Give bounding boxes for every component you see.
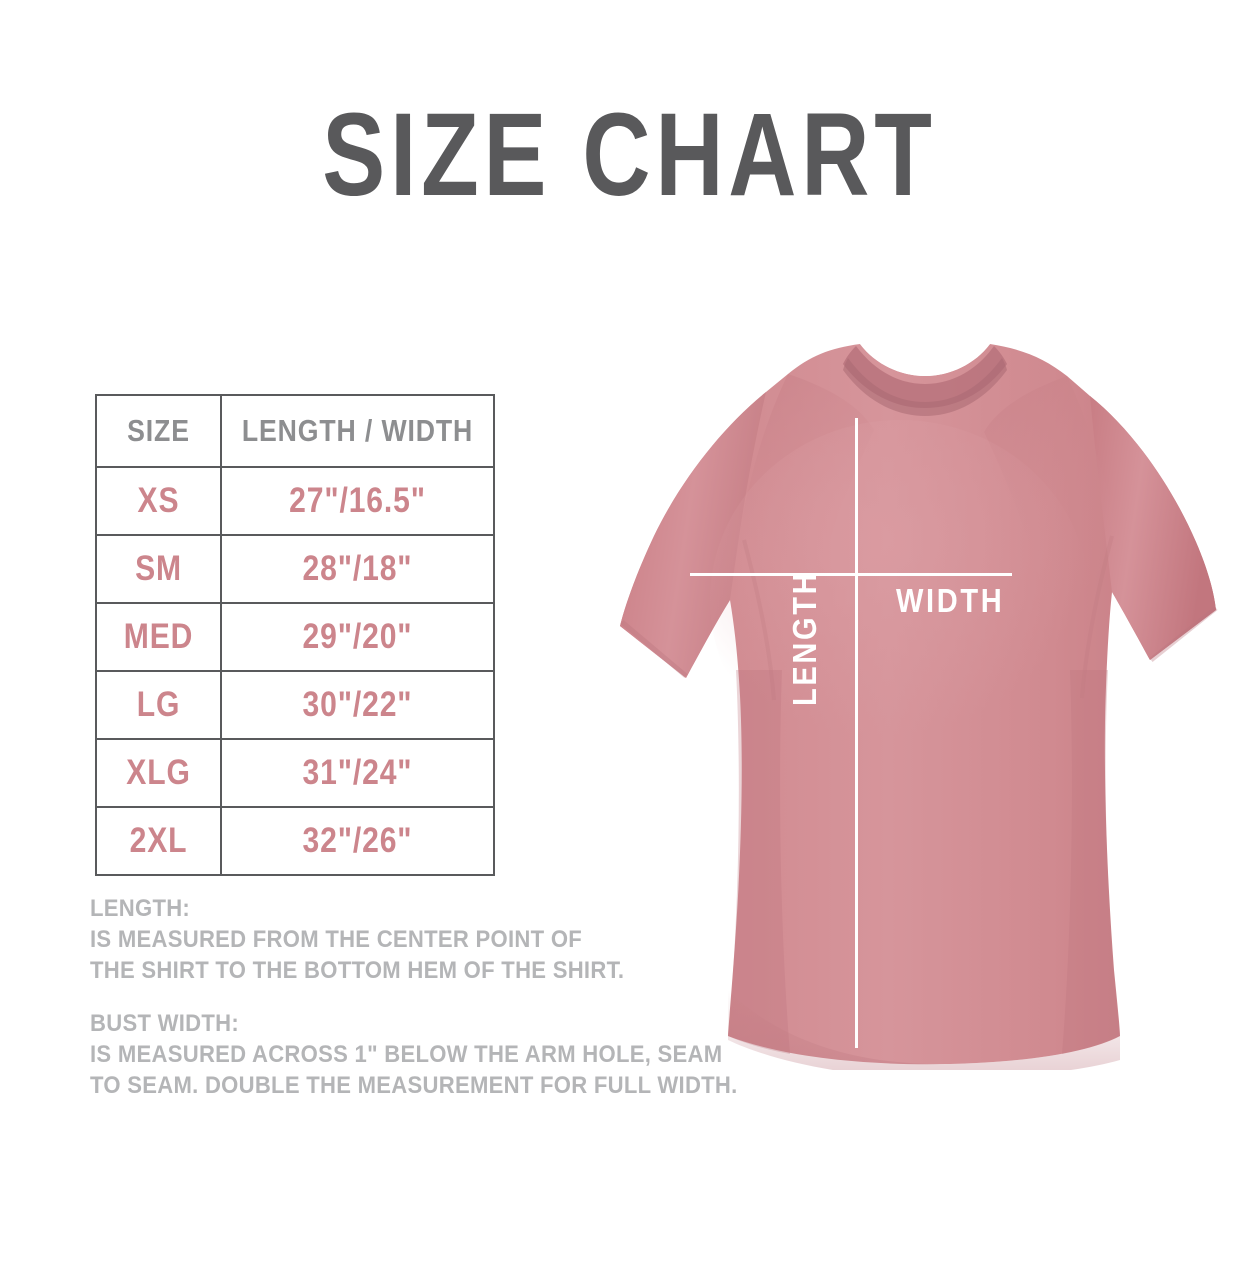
measurement-label: 30"/22" <box>302 685 413 724</box>
size-label: XLG <box>126 753 191 792</box>
size-label: SM <box>135 549 182 588</box>
size-label: 2XL <box>129 821 188 860</box>
measurement-label: 31"/24" <box>302 753 413 792</box>
cell-measurement-xlg: 31"/24" <box>220 738 495 808</box>
cell-size-xlg: XLG <box>95 738 222 808</box>
chest-highlight <box>710 420 1090 780</box>
table-header-row: SIZE LENGTH / WIDTH <box>95 394 495 468</box>
column-header-size-label: SIZE <box>127 413 190 448</box>
table-row: XLG 31"/24" <box>95 738 495 808</box>
width-measure-line <box>690 573 1012 576</box>
note-bust-line1: IS MEASURED ACROSS 1" BELOW THE ARM HOLE… <box>90 1041 723 1068</box>
cell-size-2xl: 2XL <box>95 806 222 876</box>
cell-size-xs: XS <box>95 466 222 536</box>
note-bust-width: BUST WIDTH: IS MEASURED ACROSS 1" BELOW … <box>90 1008 794 1101</box>
size-table: SIZE LENGTH / WIDTH XS 27"/16.5" SM <box>95 394 495 876</box>
measurement-label: 32"/26" <box>302 821 413 860</box>
width-measure-label: WIDTH <box>896 582 1005 619</box>
table-row: XS 27"/16.5" <box>95 466 495 536</box>
cell-measurement-med: 29"/20" <box>220 602 495 672</box>
right-sleeve-hem <box>1149 606 1218 662</box>
armhole-seam-left <box>742 539 776 701</box>
cell-size-lg: LG <box>95 670 222 740</box>
shirt-left-sleeve <box>620 392 766 678</box>
hem-shadow <box>728 990 1120 1070</box>
table-row: MED 29"/20" <box>95 602 495 672</box>
measurement-label: 27"/16.5" <box>289 481 426 520</box>
cell-measurement-2xl: 32"/26" <box>220 806 495 876</box>
collar-shadow <box>843 358 1007 416</box>
side-shadow-right <box>1062 670 1120 1054</box>
tshirt-illustration: WIDTH LENGTH <box>530 330 1230 1070</box>
shirt-right-sleeve <box>1090 396 1216 660</box>
page-title: SIZE CHART <box>322 89 937 221</box>
cell-size-med: MED <box>95 602 222 672</box>
cell-measurement-xs: 27"/16.5" <box>220 466 495 536</box>
side-shadow-left <box>728 670 790 1054</box>
note-bust-line2: TO SEAM. DOUBLE THE MEASUREMENT FOR FULL… <box>90 1072 738 1099</box>
neck-opening <box>860 332 990 376</box>
column-header-length-width-label: LENGTH / WIDTH <box>241 413 474 448</box>
measurement-label: 29"/20" <box>302 617 413 656</box>
table-row: LG 30"/22" <box>95 670 495 740</box>
cell-measurement-lg: 30"/22" <box>220 670 495 740</box>
armhole-seam-right <box>1080 535 1114 699</box>
size-label: XS <box>137 481 180 520</box>
table-row: SM 28"/18" <box>95 534 495 604</box>
note-bust-heading: BUST WIDTH: <box>90 1010 239 1037</box>
column-header-size: SIZE <box>95 394 222 468</box>
size-label: LG <box>136 685 181 724</box>
cell-measurement-sm: 28"/18" <box>220 534 495 604</box>
note-length: LENGTH: IS MEASURED FROM THE CENTER POIN… <box>90 893 671 986</box>
tshirt-icon <box>620 332 1218 1070</box>
size-label: MED <box>123 617 194 656</box>
note-length-line1: IS MEASURED FROM THE CENTER POINT OF <box>90 926 583 953</box>
note-length-heading: LENGTH: <box>90 895 191 922</box>
measurement-label: 28"/18" <box>302 549 413 588</box>
length-measure-line <box>855 418 858 1048</box>
column-header-length-width: LENGTH / WIDTH <box>220 394 495 468</box>
left-sleeve-hem <box>620 620 688 678</box>
table-row: 2XL 32"/26" <box>95 806 495 876</box>
cell-size-sm: SM <box>95 534 222 604</box>
length-measure-label: LENGTH <box>786 570 823 706</box>
note-length-line2: THE SHIRT TO THE BOTTOM HEM OF THE SHIRT… <box>90 957 625 984</box>
